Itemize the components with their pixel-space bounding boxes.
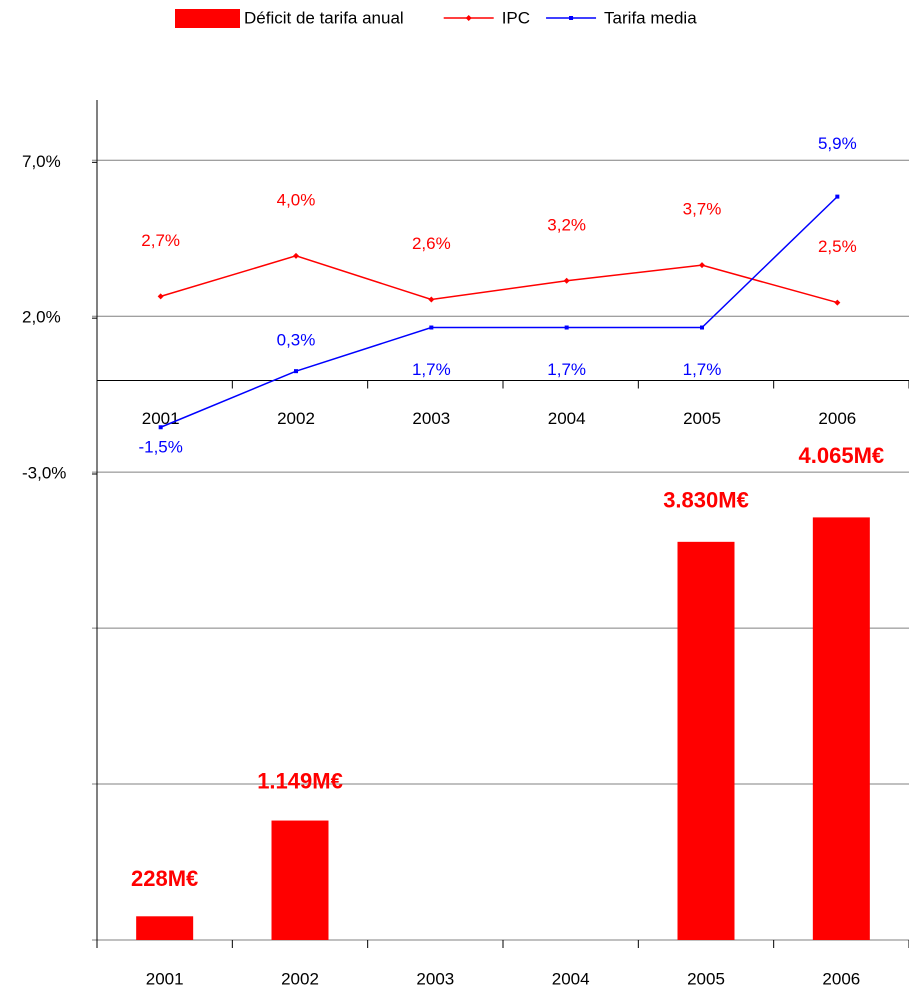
- bar: [136, 916, 194, 940]
- legend-swatch: [175, 9, 240, 28]
- line-value-label: 0,3%: [277, 331, 316, 350]
- x-tick-label: 2001: [142, 409, 180, 428]
- x-tick-label: 2003: [412, 409, 450, 428]
- line-marker: [699, 262, 705, 269]
- line-value-label: 1,7%: [547, 360, 586, 379]
- bar-value-label: 4.065M€: [799, 443, 885, 468]
- x-tick-label: 2002: [277, 409, 315, 428]
- x-tick-label: 2004: [548, 409, 586, 428]
- line-marker: [700, 325, 704, 330]
- x-tick-label: 2001: [146, 969, 184, 988]
- line-marker: [563, 277, 570, 284]
- line-value-label: 4,0%: [277, 190, 316, 209]
- x-tick-label: 2003: [416, 969, 454, 988]
- line-series: [160, 196, 838, 428]
- line-marker: [429, 325, 434, 330]
- line-value-label: 2,7%: [141, 231, 180, 250]
- bar-value-label: 228M€: [131, 866, 198, 891]
- legend-marker: [569, 16, 574, 20]
- line-value-label: 2,6%: [412, 234, 451, 253]
- line-marker: [564, 325, 569, 330]
- line-value-label: 5,9%: [818, 134, 857, 153]
- x-tick-label: 2004: [552, 969, 590, 988]
- bar-value-label: 3.830M€: [663, 488, 749, 513]
- x-tick-label: 2006: [822, 969, 860, 988]
- x-tick-label: 2006: [818, 409, 856, 428]
- line-value-label: 1,7%: [412, 360, 451, 379]
- y-tick-label: -3,0%: [22, 463, 66, 482]
- x-tick-label: 2002: [281, 969, 319, 988]
- y-tick-label: 2,0%: [22, 308, 61, 327]
- line-value-label: -1,5%: [138, 438, 182, 457]
- legend-label: Tarifa media: [604, 8, 697, 27]
- line-series: [160, 255, 838, 304]
- bar-value-label: 1.149M€: [257, 768, 343, 793]
- line-marker: [835, 194, 840, 199]
- bar: [271, 820, 329, 940]
- bar: [677, 541, 735, 940]
- line-marker: [293, 252, 299, 259]
- line-marker: [157, 293, 164, 300]
- y-tick-label: 7,0%: [22, 152, 61, 171]
- legend-marker: [465, 15, 472, 21]
- line-value-label: 1,7%: [683, 360, 722, 379]
- line-marker: [158, 425, 163, 430]
- line-value-label: 3,7%: [683, 200, 722, 219]
- line-marker: [294, 369, 298, 374]
- line-value-label: 2,5%: [818, 237, 857, 256]
- line-marker: [428, 296, 435, 303]
- bar: [812, 517, 870, 940]
- line-value-label: 3,2%: [547, 215, 586, 234]
- legend-label: IPC: [502, 8, 530, 27]
- legend-label: Déficit de tarifa anual: [244, 8, 404, 27]
- line-marker: [834, 299, 841, 306]
- x-tick-label: 2005: [683, 409, 721, 428]
- x-tick-label: 2005: [687, 969, 725, 988]
